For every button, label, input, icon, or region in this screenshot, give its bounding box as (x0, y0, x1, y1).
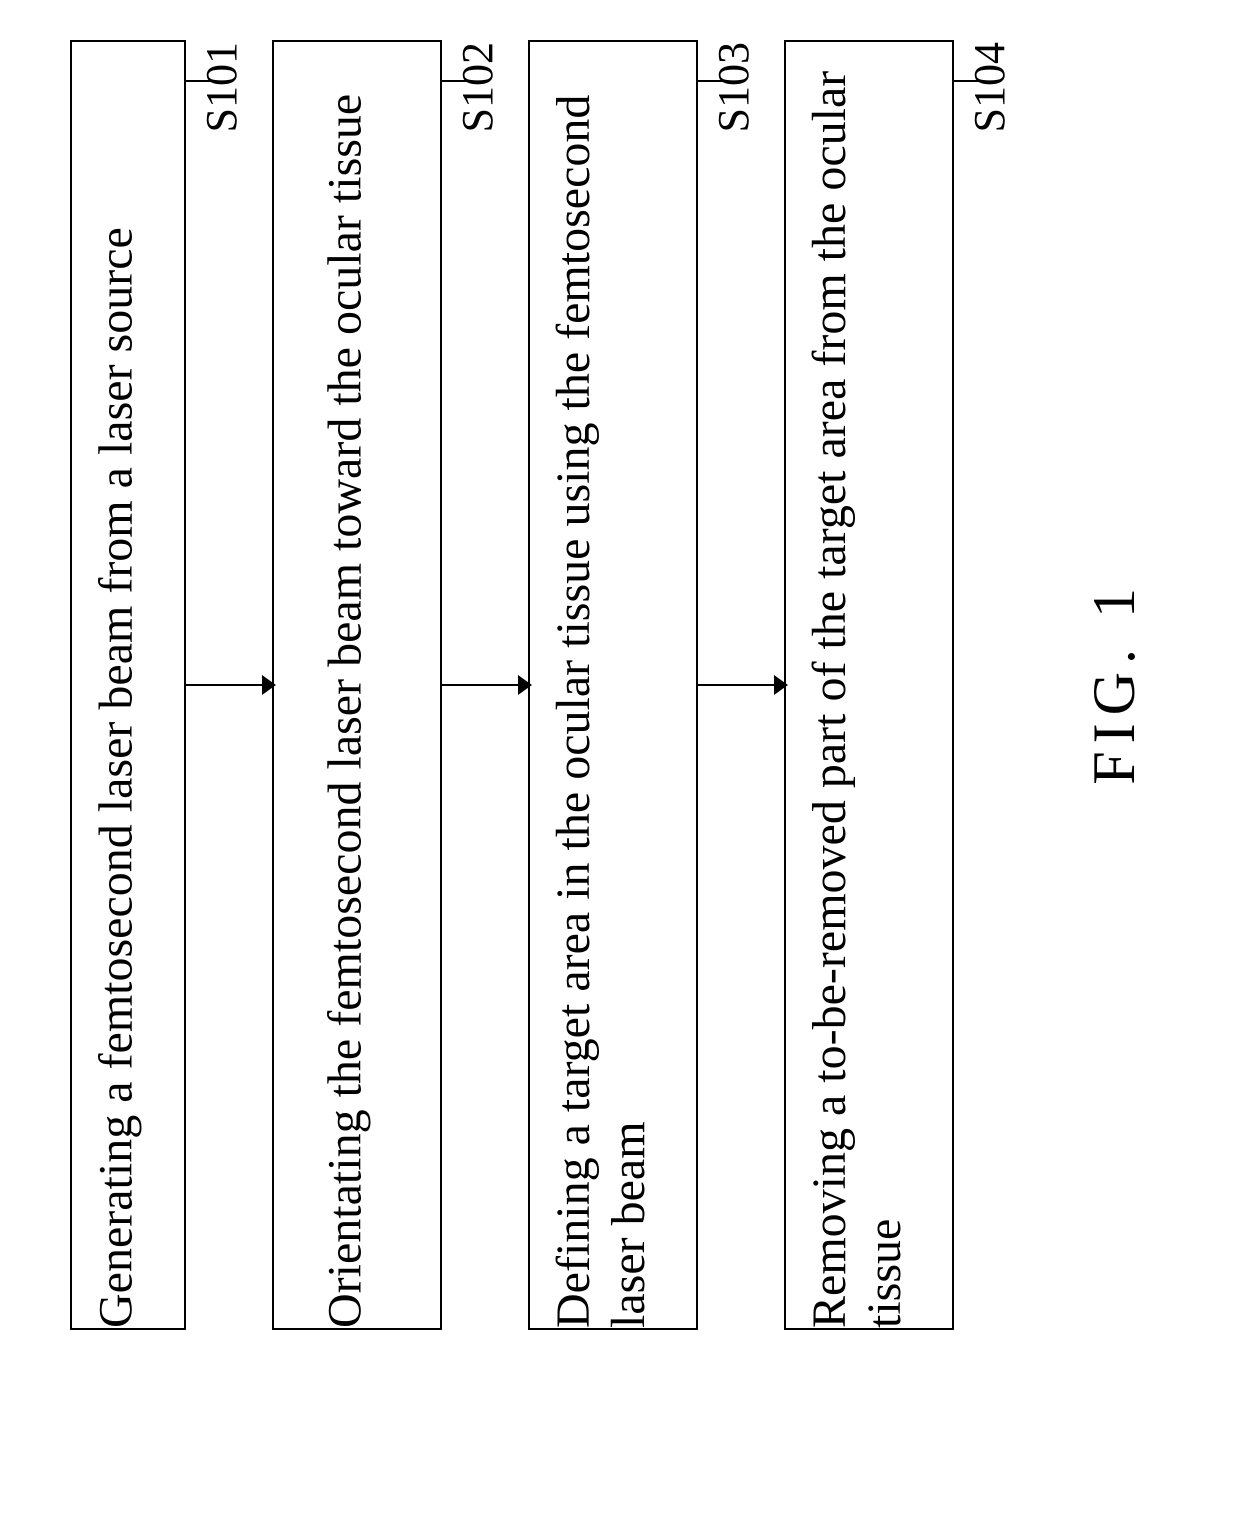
step-label-s103: S103 (708, 42, 759, 132)
flow-step-s103: Defining a target area in the ocular tis… (528, 40, 698, 1330)
flow-step-s102: Orientating the femtosecond laser beam t… (272, 40, 442, 1330)
step-label-s101: S101 (196, 42, 247, 132)
flow-step-text: Defining a target area in the ocular tis… (546, 42, 656, 1328)
flow-step-text: Orientating the femtosecond laser beam t… (317, 94, 372, 1328)
flow-step-s104: Removing a to-be-removed part of the tar… (784, 40, 954, 1330)
figure-caption: FIG. 1 (1080, 580, 1149, 785)
flow-step-text: Removing a to-be-removed part of the tar… (802, 42, 912, 1328)
step-label-s104: S104 (964, 42, 1015, 132)
flow-step-text: Generating a femtosecond laser beam from… (88, 227, 143, 1328)
arrow-shaft (442, 684, 518, 686)
arrow-shaft (186, 684, 262, 686)
step-label-s102: S102 (452, 42, 503, 132)
flow-step-s101: Generating a femtosecond laser beam from… (70, 40, 186, 1330)
arrow-shaft (698, 684, 774, 686)
